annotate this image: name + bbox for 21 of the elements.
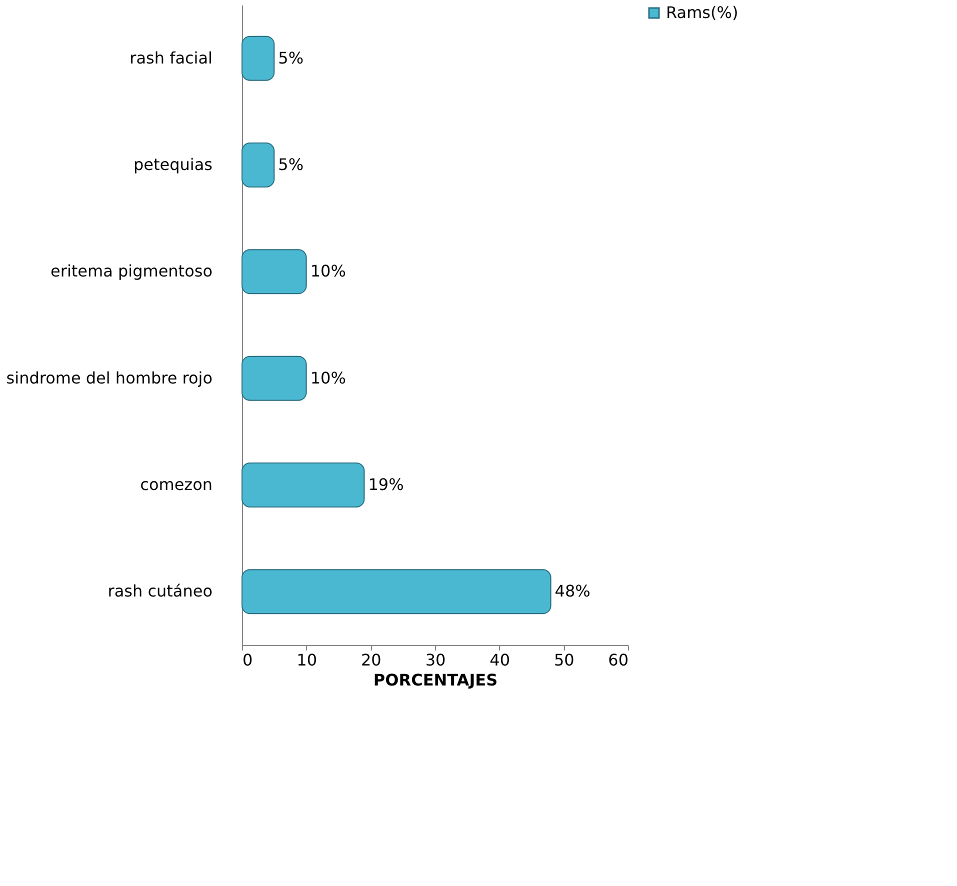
data-label: 5% xyxy=(278,48,304,68)
x-tick-label: 10 xyxy=(296,650,318,670)
y-tick-label: petequias xyxy=(134,155,212,174)
x-tick-label: 50 xyxy=(554,650,574,670)
data-label: 10% xyxy=(310,262,346,281)
y-tick-label: eritema pigmentoso xyxy=(50,262,212,281)
x-axis-title: PORCENTAJES xyxy=(373,670,498,690)
y-tick-label: sindrome del hombre rojo xyxy=(6,368,212,388)
x-tick-label: 0 xyxy=(242,650,253,670)
x-tick-label: 20 xyxy=(360,650,382,670)
data-label: 19% xyxy=(368,475,404,494)
y-tick-label: rash cutáneo xyxy=(108,582,212,601)
x-tick-label: 60 xyxy=(608,650,628,670)
x-tick-label: 30 xyxy=(425,650,446,670)
x-tick-label: 40 xyxy=(490,650,510,670)
y-tick-label: rash facial xyxy=(130,48,212,68)
data-label: 48% xyxy=(554,582,590,601)
legend-label: Rams(%) xyxy=(666,3,738,22)
y-tick-label: comezon xyxy=(140,475,212,494)
data-label: 10% xyxy=(310,368,346,388)
data-label: 5% xyxy=(278,155,304,174)
